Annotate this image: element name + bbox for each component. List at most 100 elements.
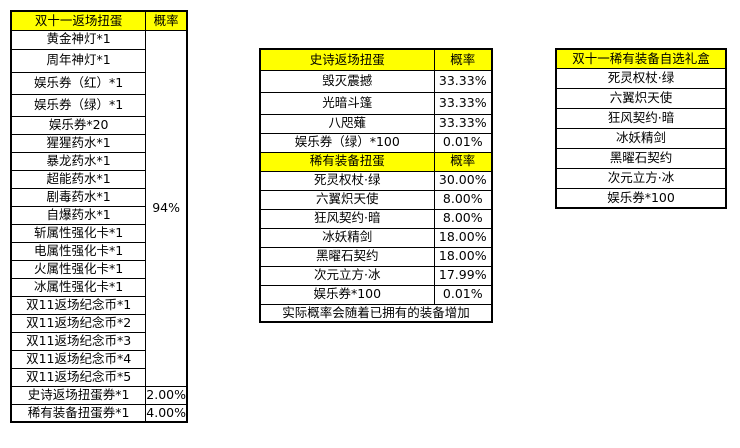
item-name: 火属性强化卡*1 xyxy=(10,259,147,279)
item-rate: 33.33% xyxy=(433,69,493,93)
item-name: 娱乐券*100 xyxy=(259,284,435,305)
item-name: 冰妖精剑 xyxy=(555,127,727,149)
item-name: 双11返场纪念币*4 xyxy=(10,349,147,369)
item-name: 娱乐券（红）*1 xyxy=(10,71,147,95)
header-row: 稀有装备扭蛋 概率 xyxy=(259,151,493,172)
item-name: 次元立方·冰 xyxy=(555,167,727,189)
table-row: 娱乐券*100 0.01% xyxy=(259,284,493,305)
item-rate: 33.33% xyxy=(433,91,493,115)
table-row: 毁灭震撼 33.33% xyxy=(259,69,493,93)
item-rate: 0.01% xyxy=(433,132,493,153)
table-row: 黑曜石契约 xyxy=(555,147,727,169)
item-rate: 8.00% xyxy=(433,189,493,210)
table-row: 六翼炽天使 8.00% xyxy=(259,189,493,210)
note-row: 实际概率会随着已拥有的装备增加 xyxy=(259,303,493,323)
item-name: 暴龙药水*1 xyxy=(10,151,147,171)
table-row: 冰妖精剑 18.00% xyxy=(259,227,493,248)
table-row: 娱乐券（绿）*1 xyxy=(10,93,187,117)
item-name: 双11返场纪念币*2 xyxy=(10,313,147,333)
item-rate: 17.99% xyxy=(433,265,493,286)
table-row: 冰妖精剑 xyxy=(555,127,727,149)
header-rate: 概率 xyxy=(433,151,493,172)
item-name: 剧毒药水*1 xyxy=(10,187,147,207)
probability-note: 实际概率会随着已拥有的装备增加 xyxy=(259,303,493,323)
table-row: 史诗返场扭蛋券*1 2.00% xyxy=(10,385,188,405)
table-row: 暴龙药水*1 xyxy=(10,151,187,171)
header-row: 史诗返场扭蛋 概率 xyxy=(259,48,493,71)
table-row: 双11返场纪念币*5 xyxy=(10,367,187,387)
table-row: 双11返场纪念币*1 xyxy=(10,295,187,315)
header-name: 双十一稀有装备自选礼盒 xyxy=(555,48,727,69)
item-name: 黑曜石契约 xyxy=(555,147,727,169)
item-rate: 8.00% xyxy=(433,208,493,229)
epic-rare-gacha-table: 史诗返场扭蛋 概率 毁灭震撼 33.33% 光暗斗篷 33.33% 八咫薙 33.33% 娱乐券… xyxy=(259,48,493,323)
item-name: 娱乐券（绿）*100 xyxy=(259,132,435,153)
item-rate: 30.00% xyxy=(433,170,493,191)
header-rate: 概率 xyxy=(145,10,188,31)
table-row: 死灵权杖·绿 30.00% xyxy=(259,170,493,191)
table-row: 死灵权杖·绿 xyxy=(555,67,727,89)
table-row: 狂风契约·暗 8.00% xyxy=(259,208,493,229)
item-rate: 2.00% xyxy=(145,385,188,405)
header-name: 史诗返场扭蛋 xyxy=(259,48,435,71)
item-name: 稀有装备扭蛋券*1 xyxy=(10,403,147,423)
item-name: 次元立方·冰 xyxy=(259,265,435,286)
table-row: 六翼炽天使 xyxy=(555,87,727,109)
item-rate: 33.33% xyxy=(433,113,493,134)
item-name: 黄金神灯*1 xyxy=(10,29,147,50)
header-name: 稀有装备扭蛋 xyxy=(259,151,435,172)
table-row: 光暗斗篷 33.33% xyxy=(259,91,493,115)
item-name: 死灵权杖·绿 xyxy=(555,67,727,89)
group-rate: 94% xyxy=(145,29,188,387)
table-row: 八咫薙 33.33% xyxy=(259,113,493,134)
table-row: 娱乐券（绿）*100 0.01% xyxy=(259,132,493,153)
item-name: 狂风契约·暗 xyxy=(259,208,435,229)
item-name: 娱乐券*100 xyxy=(555,187,727,209)
item-name: 死灵权杖·绿 xyxy=(259,170,435,191)
table-row: 电属性强化卡*1 xyxy=(10,241,187,261)
item-name: 冰妖精剑 xyxy=(259,227,435,248)
table-row: 冰属性强化卡*1 xyxy=(10,277,187,297)
item-name: 史诗返场扭蛋券*1 xyxy=(10,385,147,405)
item-name: 双11返场纪念币*5 xyxy=(10,367,147,387)
item-name: 电属性强化卡*1 xyxy=(10,241,147,261)
header-name: 双十一返场扭蛋 xyxy=(10,10,147,31)
item-rate: 18.00% xyxy=(433,246,493,267)
item-rate: 18.00% xyxy=(433,227,493,248)
table-row: 稀有装备扭蛋券*1 4.00% xyxy=(10,403,188,423)
table-row: 周年神灯*1 xyxy=(10,48,187,73)
item-name: 自爆药水*1 xyxy=(10,205,147,225)
table-row: 双11返场纪念币*2 xyxy=(10,313,187,333)
item-name: 毁灭震撼 xyxy=(259,69,435,93)
item-name: 斩属性强化卡*1 xyxy=(10,223,147,243)
rare-equipment-gift-box-table: 双十一稀有装备自选礼盒 死灵权杖·绿 六翼炽天使 狂风契约·暗 冰妖精剑 黑曜石契约 次元立… xyxy=(555,48,727,209)
table-row: 黑曜石契约 18.00% xyxy=(259,246,493,267)
item-name: 冰属性强化卡*1 xyxy=(10,277,147,297)
item-name: 六翼炽天使 xyxy=(555,87,727,109)
item-name: 六翼炽天使 xyxy=(259,189,435,210)
item-name: 超能药水*1 xyxy=(10,169,147,189)
item-name: 狂风契约·暗 xyxy=(555,107,727,129)
item-rate: 0.01% xyxy=(433,284,493,305)
item-name: 猩猩药水*1 xyxy=(10,133,147,153)
table-row: 狂风契约·暗 xyxy=(555,107,727,129)
item-name: 娱乐券*20 xyxy=(10,115,147,135)
item-name: 周年神灯*1 xyxy=(10,48,147,73)
item-rate: 4.00% xyxy=(145,403,188,423)
table-row: 娱乐券（红）*1 xyxy=(10,71,187,95)
item-name: 娱乐券（绿）*1 xyxy=(10,93,147,117)
table-row: 次元立方·冰 xyxy=(555,167,727,189)
header-rate: 概率 xyxy=(433,48,493,71)
table-row: 猩猩药水*1 xyxy=(10,133,187,153)
header-row: 双十一稀有装备自选礼盒 xyxy=(555,48,727,69)
header-row: 双十一返场扭蛋 概率 xyxy=(10,10,188,31)
item-name: 光暗斗篷 xyxy=(259,91,435,115)
item-name: 双11返场纪念币*1 xyxy=(10,295,147,315)
double-eleven-gacha-table: 双十一返场扭蛋 概率 黄金神灯*1 94% 周年神灯*1 娱乐券（红）*1 娱乐券（绿）*1… xyxy=(10,10,188,423)
table-row: 斩属性强化卡*1 xyxy=(10,223,187,243)
item-name: 黑曜石契约 xyxy=(259,246,435,267)
table-row: 娱乐券*100 xyxy=(555,187,727,209)
item-name: 八咫薙 xyxy=(259,113,435,134)
table-row: 次元立方·冰 17.99% xyxy=(259,265,493,286)
table-row: 黄金神灯*1 94% xyxy=(10,29,188,387)
